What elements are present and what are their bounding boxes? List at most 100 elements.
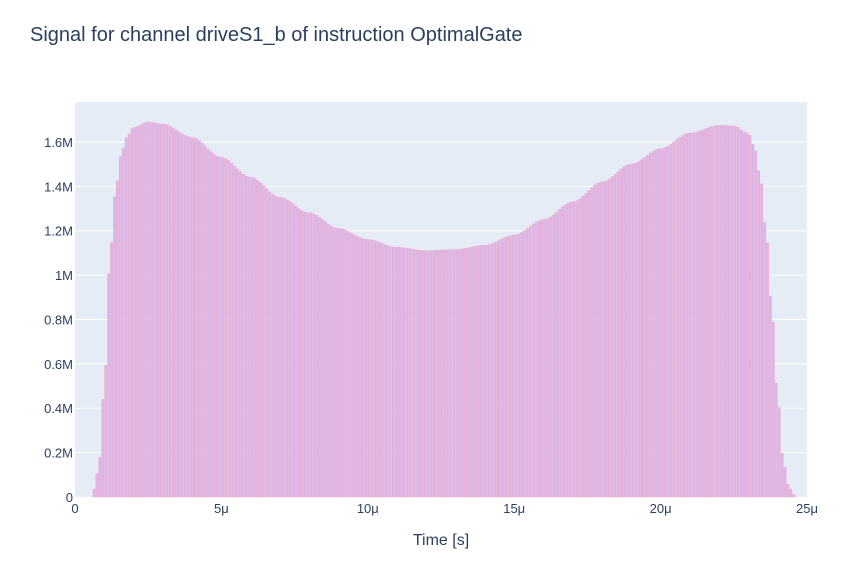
bar xyxy=(277,197,280,498)
bar xyxy=(127,133,131,498)
bars xyxy=(92,121,796,498)
bar xyxy=(379,242,383,498)
y-tick-label: 0.2M xyxy=(44,446,73,461)
bar xyxy=(432,250,436,498)
bar xyxy=(452,249,456,498)
bar xyxy=(663,147,667,498)
bar xyxy=(763,221,766,498)
bar xyxy=(716,125,720,498)
bar xyxy=(564,204,567,498)
bar xyxy=(177,131,181,498)
bar xyxy=(760,183,763,498)
bar xyxy=(730,125,734,498)
bar xyxy=(221,157,225,498)
bar xyxy=(792,494,796,498)
bar xyxy=(543,219,547,498)
bar xyxy=(461,248,465,498)
bar xyxy=(362,238,365,498)
bar xyxy=(215,156,219,498)
bar xyxy=(771,322,775,498)
bar xyxy=(244,175,248,498)
bar xyxy=(121,148,125,498)
bar xyxy=(499,239,503,498)
y-tick-label: 0.6M xyxy=(44,357,73,372)
bar xyxy=(622,166,626,498)
bar xyxy=(766,242,769,498)
bar xyxy=(154,122,157,498)
bar xyxy=(183,135,187,498)
bar xyxy=(209,151,213,498)
bar xyxy=(640,159,643,498)
bar xyxy=(502,237,506,498)
x-axis-label: Time [s] xyxy=(413,532,469,549)
bar xyxy=(201,142,204,498)
bar xyxy=(326,223,330,498)
bar xyxy=(250,177,254,498)
x-tick-labels: 0 5μ 10μ 15μ 20μ 25μ xyxy=(71,501,818,516)
bar xyxy=(394,247,397,498)
bar xyxy=(467,247,471,498)
y-tick-label: 1.2M xyxy=(44,224,73,239)
bar xyxy=(605,180,608,498)
bar xyxy=(288,201,292,498)
bar xyxy=(148,121,152,498)
bar xyxy=(136,126,140,498)
bar xyxy=(511,234,515,498)
bar xyxy=(253,178,257,498)
bar xyxy=(719,125,722,498)
bar xyxy=(569,201,573,498)
bar xyxy=(195,138,198,498)
bar xyxy=(236,168,239,498)
bar xyxy=(376,241,380,498)
bar xyxy=(420,250,424,498)
bar xyxy=(265,188,269,498)
bar xyxy=(405,248,409,498)
bar xyxy=(110,242,113,498)
bar xyxy=(455,249,459,498)
bar xyxy=(233,165,236,498)
bar xyxy=(303,211,307,498)
bar xyxy=(441,249,444,498)
bar xyxy=(133,127,137,498)
bar xyxy=(660,148,664,498)
bar xyxy=(608,178,611,498)
bar xyxy=(692,132,696,498)
bar xyxy=(552,214,556,498)
bar xyxy=(274,195,277,498)
bar xyxy=(373,240,377,498)
bar xyxy=(309,212,313,498)
bar xyxy=(722,125,725,498)
bar xyxy=(323,221,327,498)
bar xyxy=(259,182,263,498)
bar xyxy=(482,244,485,498)
bar xyxy=(728,125,731,498)
bar xyxy=(192,137,195,498)
bar xyxy=(695,131,699,498)
bar xyxy=(637,161,641,498)
bar xyxy=(101,398,105,498)
bar xyxy=(742,131,746,498)
bar xyxy=(669,143,673,498)
bar xyxy=(523,230,526,498)
bar xyxy=(725,125,728,498)
bar xyxy=(423,250,427,498)
bar xyxy=(555,211,559,498)
bar xyxy=(174,129,178,498)
bar xyxy=(104,364,108,498)
bar xyxy=(438,249,441,498)
bar xyxy=(446,249,450,498)
bar xyxy=(458,249,462,498)
bar xyxy=(403,247,406,498)
bar xyxy=(186,136,190,498)
bar xyxy=(531,223,535,498)
bar xyxy=(587,190,591,498)
bar xyxy=(189,137,193,498)
bar xyxy=(206,148,210,498)
bar xyxy=(344,229,348,498)
bar xyxy=(247,177,251,498)
bar xyxy=(98,456,102,498)
bar xyxy=(130,128,134,498)
bar xyxy=(435,250,438,498)
bar xyxy=(713,125,717,498)
bar xyxy=(558,209,561,498)
